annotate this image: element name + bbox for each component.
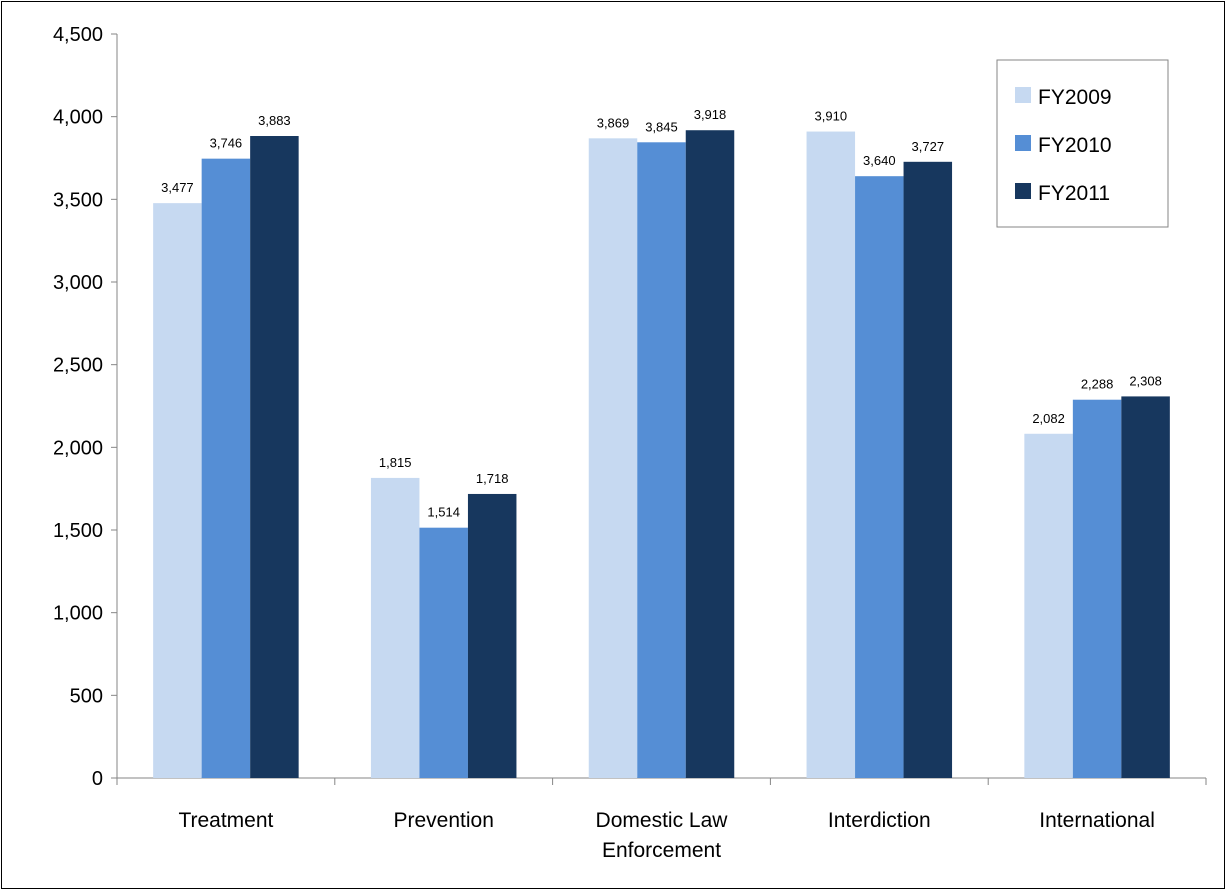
x-category-label: International [1039,809,1155,832]
x-category-label-line: Enforcement [602,839,721,862]
y-tick-label: 500 [70,685,103,707]
y-tick-label: 4,500 [53,24,103,46]
legend-label: FY2011 [1038,182,1110,205]
data-label: 3,845 [645,119,678,134]
x-category-label-line: Prevention [393,809,493,832]
x-category-label-line: Treatment [178,809,273,832]
data-label: 3,918 [694,107,727,122]
bar [685,130,735,778]
bar [806,131,856,779]
x-category-label: Treatment [178,809,273,832]
bar [1121,396,1170,778]
y-tick-label: 2,000 [53,437,103,459]
y-tick-label: 1,000 [53,603,103,625]
bar [637,142,686,778]
bar [1024,433,1073,778]
x-category-label-line: International [1039,809,1155,832]
bars [153,130,1170,779]
data-label: 2,288 [1081,377,1114,392]
data-label: 3,910 [815,109,848,124]
data-labels: 3,477 3,746 3,883 1,815 1,514 1,718 3,869 3,845… [161,107,1162,519]
legend-swatch [1015,135,1031,151]
axes: 0 500 1,000 1,500 2,000 2,500 3,000 3,500 4,000 4… [53,24,1207,862]
data-label: 3,477 [161,180,194,195]
bar [855,176,904,779]
legend-swatch [1015,87,1031,103]
y-tick-label: 3,000 [53,272,103,294]
bar [201,158,251,779]
bar [903,161,953,778]
legend-swatch [1015,183,1031,199]
data-label: 3,869 [597,115,630,130]
y-tick-label: 3,500 [53,189,103,211]
legend-label: FY2010 [1038,134,1112,157]
data-label: 2,082 [1032,411,1065,426]
bar [588,138,638,779]
data-label: 1,718 [476,471,509,486]
data-label: 3,883 [258,113,291,128]
bar [370,477,420,778]
y-tick-label: 2,500 [53,355,103,377]
x-category-label-line: Domestic Law [596,809,729,832]
y-tick-label: 0 [92,768,103,790]
x-category-label: Prevention [393,809,493,832]
x-category-label: Interdiction [828,809,931,832]
data-label: 3,746 [210,136,243,151]
legend: FY2009 FY2010 FY2011 [996,59,1169,228]
x-category-label: Domestic Law Enforcement [596,809,729,862]
legend-label: FY2009 [1038,86,1112,109]
data-label: 3,640 [863,153,896,168]
data-label: 3,727 [912,139,945,154]
bar [419,527,468,778]
y-tick-label: 4,000 [53,107,103,129]
bar [153,203,202,779]
bar [250,136,299,778]
bar [467,493,517,778]
y-tick-label: 1,500 [53,520,103,542]
x-category-label-line: Interdiction [828,809,931,832]
data-label: 1,815 [379,455,412,470]
data-label: 2,308 [1129,373,1162,388]
data-label: 1,514 [427,505,460,520]
bar [1072,399,1122,778]
